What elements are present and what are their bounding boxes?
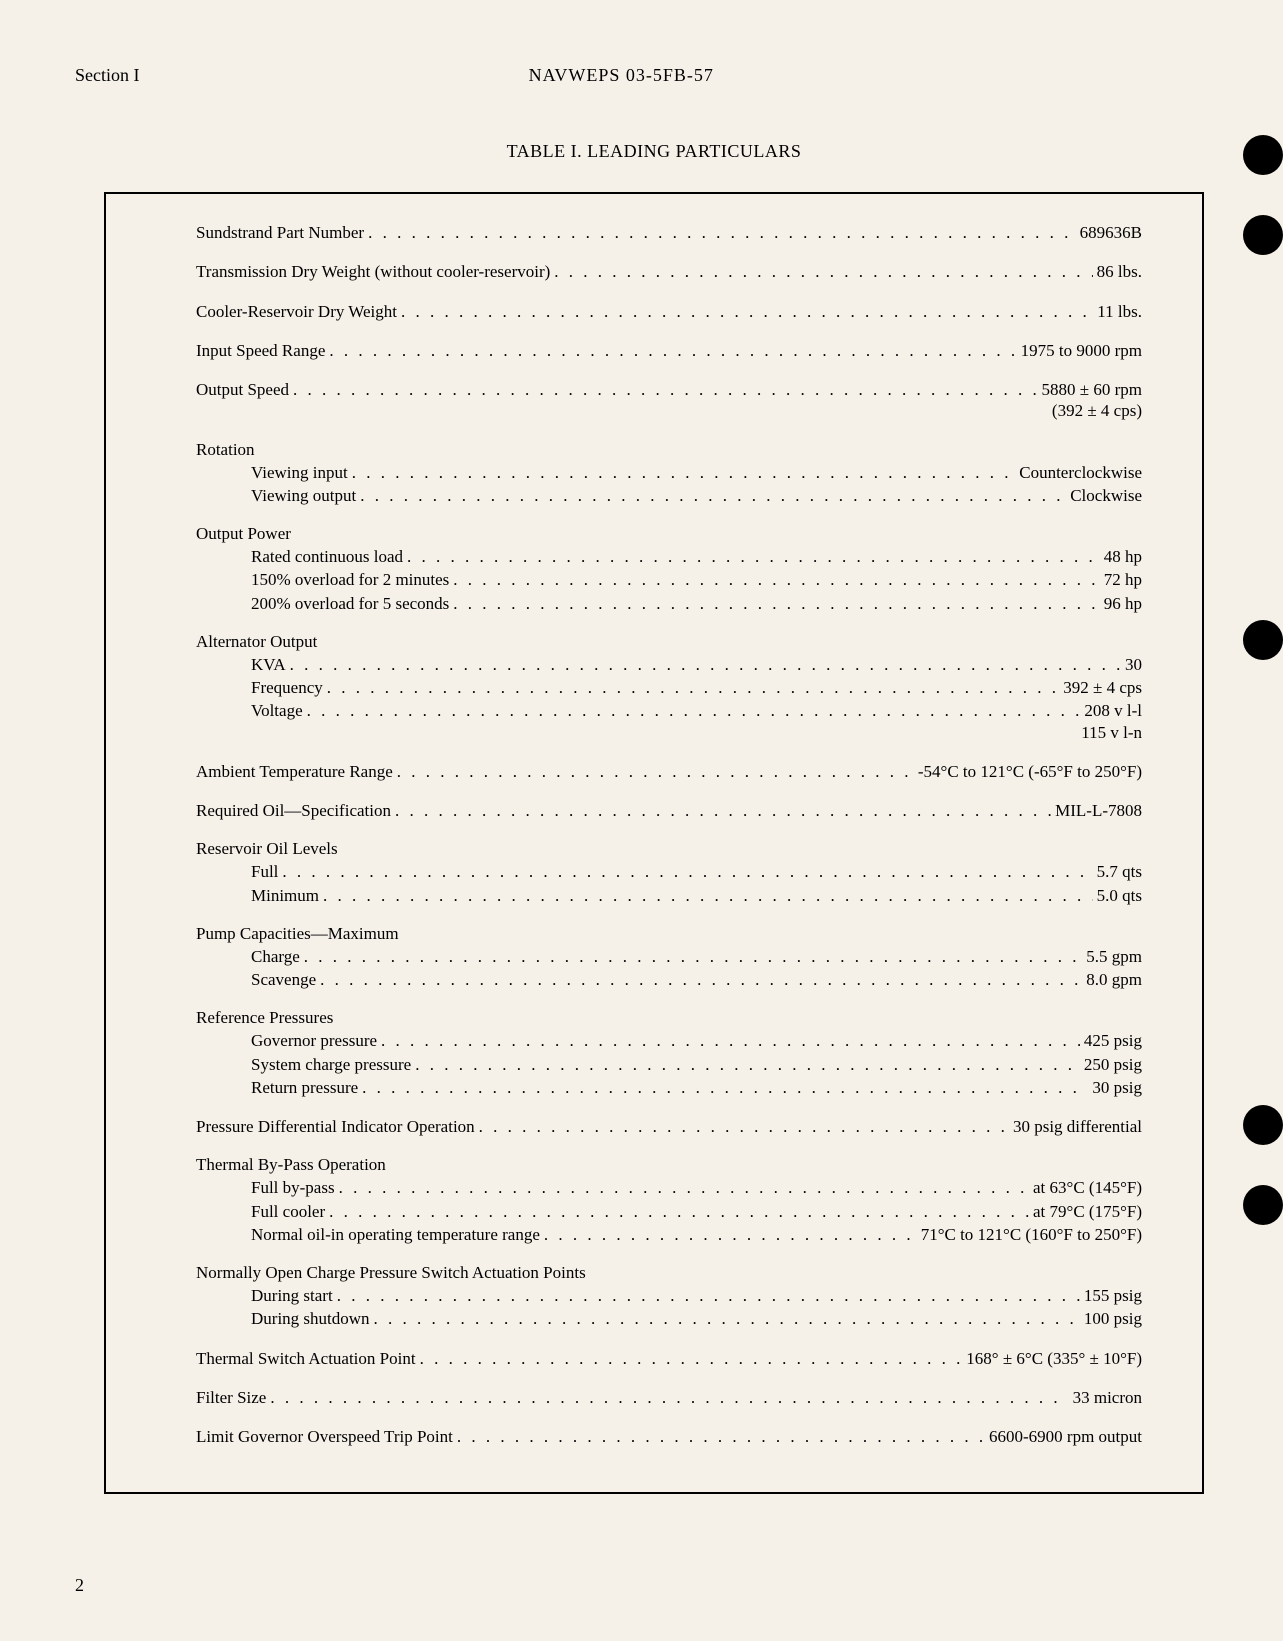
spec-kva: KVA 30 [251,654,1142,675]
page-number: 2 [75,1575,84,1596]
spec-oil-full: Full 5.7 qts [251,861,1142,882]
spec-viewing-input: Viewing input Counterclockwise [251,462,1142,483]
spec-overload-150: 150% overload for 2 minutes 72 hp [251,569,1142,590]
spec-thermal-switch: Thermal Switch Actuation Point 168° ± 6°… [196,1348,1142,1369]
spec-oil-spec: Required Oil—Specification MIL-L-7808 [196,800,1142,821]
spec-full-cooler: Full cooler at 79°C (175°F) [251,1201,1142,1222]
spec-pressure-diff: Pressure Differential Indicator Operatio… [196,1116,1142,1137]
spec-full-bypass: Full by-pass at 63°C (145°F) [251,1177,1142,1198]
spec-return-pressure: Return pressure 30 psig [251,1077,1142,1098]
alternator-header: Alternator Output [196,632,1142,652]
spec-filter-size: Filter Size 33 micron [196,1387,1142,1408]
spec-governor-pressure: Governor pressure 425 psig [251,1030,1142,1051]
spec-during-shutdown: During shutdown 100 psig [251,1308,1142,1329]
spec-normal-range: Normal oil-in operating temperature rang… [251,1224,1142,1245]
spec-dry-weight: Transmission Dry Weight (without cooler-… [196,261,1142,282]
spec-overload-200: 200% overload for 5 seconds 96 hp [251,593,1142,614]
spec-ambient-temp: Ambient Temperature Range -54°C to 121°C… [196,761,1142,782]
spec-part-number: Sundstrand Part Number 689636B [196,222,1142,243]
specs-table: Sundstrand Part Number 689636B Transmiss… [104,192,1204,1494]
binder-hole-icon [1243,620,1283,660]
output-power-header: Output Power [196,524,1142,544]
spec-rated-load: Rated continuous load 48 hp [251,546,1142,567]
binder-hole-icon [1243,215,1283,255]
spec-frequency: Frequency 392 ± 4 cps [251,677,1142,698]
thermal-bypass-header: Thermal By-Pass Operation [196,1155,1142,1175]
oil-levels-header: Reservoir Oil Levels [196,839,1142,859]
spec-viewing-output: Viewing output Clockwise [251,485,1142,506]
spec-pump-charge: Charge 5.5 gpm [251,946,1142,967]
rotation-header: Rotation [196,440,1142,460]
spec-output-speed: Output Speed 5880 ± 60 rpm (392 ± 4 cps) [196,379,1142,422]
spec-cooler-weight: Cooler-Reservoir Dry Weight 11 lbs. [196,301,1142,322]
binder-hole-icon [1243,1185,1283,1225]
spec-system-pressure: System charge pressure 250 psig [251,1054,1142,1075]
spec-input-speed: Input Speed Range 1975 to 9000 rpm [196,340,1142,361]
binder-hole-icon [1243,1105,1283,1145]
binder-hole-icon [1243,135,1283,175]
spec-voltage: Voltage 208 v l-l 115 v l-n [251,700,1142,743]
document-id: NAVWEPS 03-5FB-57 [10,65,1234,86]
page-header: Section I NAVWEPS 03-5FB-57 [75,65,1233,86]
spec-oil-minimum: Minimum 5.0 qts [251,885,1142,906]
table-title: TABLE I. LEADING PARTICULARS [75,141,1233,162]
charge-pressure-header: Normally Open Charge Pressure Switch Act… [196,1263,1142,1283]
ref-pressures-header: Reference Pressures [196,1008,1142,1028]
spec-during-start: During start 155 psig [251,1285,1142,1306]
spec-governor-trip: Limit Governor Overspeed Trip Point 6600… [196,1426,1142,1447]
pump-capacities-header: Pump Capacities—Maximum [196,924,1142,944]
spec-pump-scavenge: Scavenge 8.0 gpm [251,969,1142,990]
